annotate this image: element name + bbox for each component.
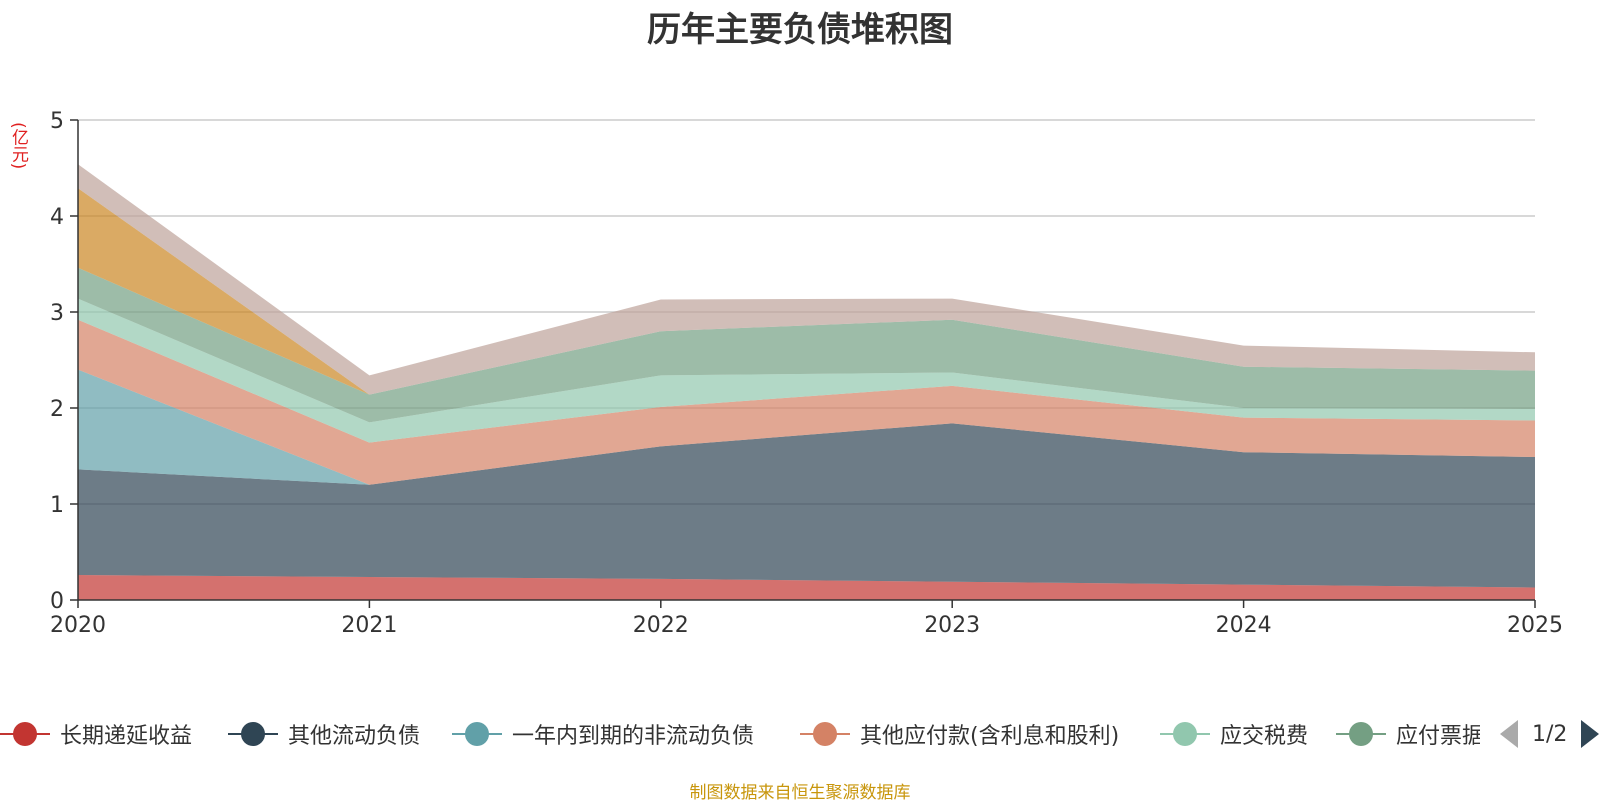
area-series-4 (78, 298, 1535, 443)
legend-swatch (0, 719, 50, 749)
legend-page-indicator: 1/2 (1532, 721, 1568, 747)
legend-label: 应付票据 (1396, 724, 1480, 749)
legend-label: 其他流动负债 (288, 724, 421, 749)
legend-item[interactable]: 其他应付款(含利息和股利) (800, 716, 1119, 752)
axes: 0 1 2 3 4 5 2020 2021 2022 2023 2024 2025 (50, 109, 1563, 638)
legend-label: 长期递延收益 (60, 724, 193, 749)
legend-item[interactable]: 长期递延收益 (0, 716, 192, 752)
y-tick-label: 2 (50, 397, 64, 422)
source-note: 制图数据来自恒生聚源数据库 (689, 783, 911, 803)
y-tick-label: 0 (50, 589, 64, 614)
legend-next-page-button[interactable] (1581, 720, 1600, 748)
area-series-2 (78, 369, 1535, 485)
legend-label: 应交税费 (1220, 724, 1309, 749)
area-series-0 (78, 575, 1535, 600)
legend-swatch (228, 719, 278, 749)
legend-swatch (1336, 719, 1386, 749)
chart-title: 历年主要负债堆积图 (647, 10, 953, 50)
legend-item[interactable]: 一年内到期的非流动负债 (452, 716, 754, 752)
y-tick-label: 1 (50, 493, 64, 518)
x-tick-label: 2022 (633, 613, 689, 638)
legend-swatch (452, 719, 502, 749)
area-series (78, 164, 1535, 600)
x-tick-label: 2025 (1507, 613, 1563, 638)
legend-swatch (1160, 719, 1210, 749)
x-tick-label: 2023 (924, 613, 980, 638)
area-series-5 (78, 267, 1535, 423)
legend-item[interactable]: 其他流动负债 (228, 716, 420, 752)
legend-label: 其他应付款(含利息和股利) (860, 724, 1120, 749)
area-series-3 (78, 319, 1535, 485)
stacked-area-chart: 0 1 2 3 4 5 2020 2021 2022 2023 2024 2025 (50, 109, 1563, 638)
legend-swatch (800, 719, 850, 749)
y-tick-label: 4 (50, 205, 64, 230)
x-tick-label: 2021 (341, 613, 397, 638)
y-tick-label: 3 (50, 301, 64, 326)
legend-item[interactable]: 应付票据 (1336, 716, 1480, 752)
y-tick-label: 5 (50, 109, 64, 134)
y-axis-unit-label: (亿元) (8, 122, 28, 170)
legend-prev-page-button[interactable] (1500, 720, 1518, 748)
legend-item[interactable]: 应交税费 (1160, 716, 1308, 752)
area-series-7 (78, 164, 1535, 395)
legend-label: 一年内到期的非流动负债 (512, 724, 755, 749)
legend: 长期递延收益 其他流动负债 一年内到期的非流动负债 其他应付款(含利息和股利) 应交税费… (0, 716, 1600, 752)
legend-pager: 1/2 (1500, 716, 1600, 752)
area-series-1 (78, 423, 1535, 588)
legend-items: 长期递延收益 其他流动负债 一年内到期的非流动负债 其他应付款(含利息和股利) 应交税费… (0, 716, 1480, 752)
x-tick-label: 2020 (50, 613, 106, 638)
x-tick-label: 2024 (1216, 613, 1272, 638)
